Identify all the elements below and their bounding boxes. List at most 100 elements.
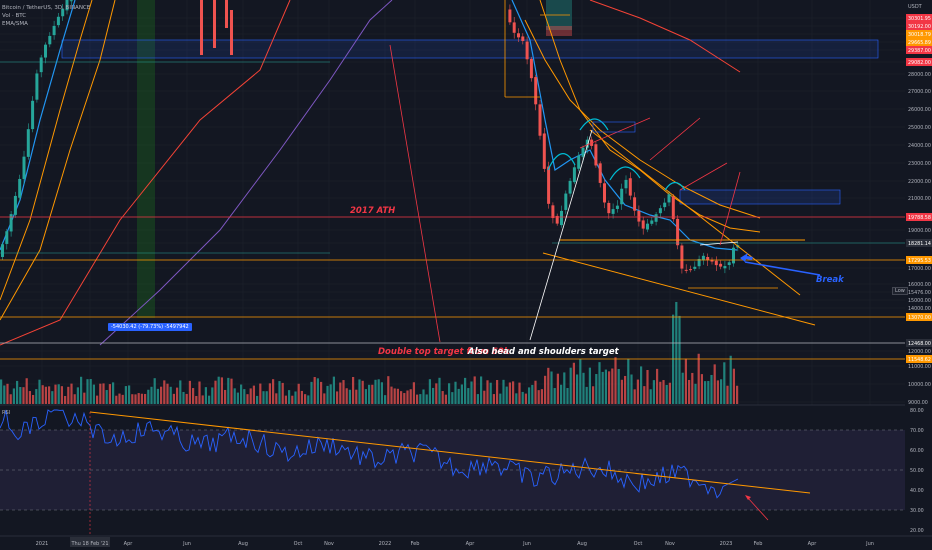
volume-bar xyxy=(630,374,633,404)
price-tick: 15476.00 xyxy=(908,290,931,296)
candle xyxy=(512,22,516,33)
ema-indicator-label[interactable]: EMA/SMA xyxy=(2,21,28,27)
candle xyxy=(714,260,718,266)
candle xyxy=(230,10,233,55)
volume-bar xyxy=(694,383,697,404)
volume-bar xyxy=(339,382,342,404)
price-tick: 13070.00 xyxy=(908,315,931,321)
time-tick: 2023 xyxy=(720,541,733,547)
volume-bar xyxy=(652,380,655,404)
volume-bar xyxy=(432,387,435,404)
volume-bar xyxy=(220,377,223,404)
volume-bar xyxy=(115,395,118,404)
price-tick: 24000.00 xyxy=(908,143,931,149)
volume-bar xyxy=(476,394,479,404)
volume-bar xyxy=(108,384,111,404)
volume-bar xyxy=(131,394,134,404)
volume-bar xyxy=(422,389,425,404)
rsi-line xyxy=(0,409,739,499)
shoulder-right-2 xyxy=(664,181,686,191)
candle xyxy=(628,178,632,196)
volume-bar xyxy=(489,382,492,404)
volume-bar xyxy=(409,389,412,404)
volume-bar xyxy=(572,362,575,404)
volume-bar xyxy=(172,393,175,404)
candlesticks xyxy=(1,0,740,274)
volume-bar xyxy=(208,395,211,404)
volume-bar xyxy=(604,369,607,404)
volume-bar xyxy=(540,389,543,404)
volume-bar xyxy=(502,379,505,404)
volume-bar xyxy=(348,389,351,404)
volume-bar xyxy=(19,387,22,404)
candle xyxy=(663,202,667,208)
volume-bar xyxy=(12,388,15,404)
volume-bar xyxy=(246,394,249,404)
volume-bar xyxy=(460,384,463,404)
price-tick: 15000.00 xyxy=(908,298,931,304)
time-tag xyxy=(70,537,110,547)
candle xyxy=(671,196,675,220)
volume-bar xyxy=(486,380,489,404)
time-axis: 2021 Thu 18 Feb '21 Apr Jun Aug Oct Nov 2022 Feb… xyxy=(0,535,932,550)
time-tick: Jun xyxy=(522,541,531,547)
candle xyxy=(65,0,69,11)
candle xyxy=(727,262,731,266)
price-tick: 21000.00 xyxy=(908,196,931,202)
volume-bar xyxy=(617,368,620,404)
volume-bar xyxy=(345,388,348,404)
shoulder-right xyxy=(609,166,641,181)
volume-bar xyxy=(211,387,214,404)
volume-bar xyxy=(320,381,323,404)
volume-bar xyxy=(732,368,735,404)
triangle-top xyxy=(699,241,739,246)
volume-bar xyxy=(144,393,147,404)
volume-bar xyxy=(425,394,428,404)
candle xyxy=(61,8,65,17)
volume-indicator-label[interactable]: Vol · BTC xyxy=(2,13,27,19)
volume-bar xyxy=(444,394,447,404)
volume-bar xyxy=(64,395,67,404)
volume-bar xyxy=(569,367,572,404)
currency-label: USDT xyxy=(908,4,923,10)
volume-bar xyxy=(358,379,361,404)
rsi-arrowhead xyxy=(745,495,751,500)
volume-bar xyxy=(505,386,508,404)
rsi-tick: 20.00 xyxy=(910,528,924,534)
volume-bar xyxy=(80,376,83,404)
candle xyxy=(52,25,56,36)
volume-bar xyxy=(140,393,143,404)
volume-bar xyxy=(518,382,521,404)
price-tick: 12468.00 xyxy=(908,341,931,347)
time-tick: Apr xyxy=(466,541,476,547)
volume-bar xyxy=(112,382,115,404)
volume-bar xyxy=(707,380,710,404)
volume-bar xyxy=(601,371,604,404)
volume-bar xyxy=(435,383,438,404)
candle xyxy=(658,208,662,214)
symbol-title[interactable]: Bitcoin / TetherUS, 3D, BINANCE xyxy=(2,5,91,11)
volume-bar xyxy=(179,380,182,404)
volume-bar xyxy=(697,353,700,404)
rsi-tick: 80.00 xyxy=(910,408,924,414)
volume-bar xyxy=(313,377,316,404)
candle xyxy=(719,263,723,267)
wedge-lower xyxy=(542,252,816,326)
candle xyxy=(56,16,60,26)
price-tag xyxy=(906,30,932,38)
volume-bar xyxy=(528,387,531,404)
double-top-arrow xyxy=(389,44,441,343)
rsi-tick: 30.00 xyxy=(910,508,924,514)
volume-bar xyxy=(736,385,739,404)
time-tick: Nov xyxy=(665,541,675,547)
volume-bar xyxy=(595,374,598,404)
candle xyxy=(508,9,512,23)
volume-bar xyxy=(224,389,227,404)
candle xyxy=(646,223,649,230)
volume-bars xyxy=(0,301,739,404)
candle xyxy=(641,220,645,229)
volume-bar xyxy=(249,388,252,404)
volume-bar xyxy=(704,381,707,404)
volume-bar xyxy=(560,384,563,404)
